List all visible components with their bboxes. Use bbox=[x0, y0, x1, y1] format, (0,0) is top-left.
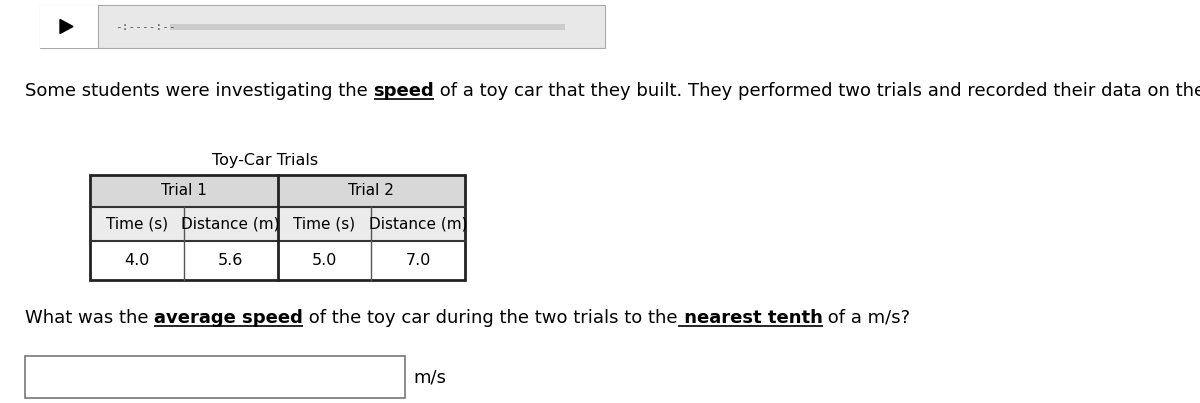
Text: nearest tenth: nearest tenth bbox=[678, 309, 822, 327]
Text: 5.6: 5.6 bbox=[218, 253, 244, 268]
Text: Time (s): Time (s) bbox=[106, 216, 168, 231]
Bar bbox=[90, 175, 466, 280]
Bar bbox=[90, 206, 466, 241]
Text: Toy-Car Trials: Toy-Car Trials bbox=[212, 152, 318, 168]
Bar bbox=[170, 23, 565, 29]
Text: What was the: What was the bbox=[25, 309, 155, 327]
Text: 5.0: 5.0 bbox=[312, 253, 337, 268]
Text: of the toy car during the two trials to the: of the toy car during the two trials to … bbox=[304, 309, 678, 327]
Text: -:----:--: -:----:-- bbox=[115, 21, 175, 31]
Bar bbox=[25, 356, 406, 398]
Bar bbox=[90, 175, 466, 206]
Text: speed: speed bbox=[373, 82, 434, 100]
Bar bbox=[40, 5, 605, 48]
Text: Distance (m): Distance (m) bbox=[368, 216, 467, 231]
Text: 4.0: 4.0 bbox=[124, 253, 150, 268]
Polygon shape bbox=[60, 19, 73, 33]
Text: of a toy car that they built. They performed two trials and recorded their data : of a toy car that they built. They perfo… bbox=[434, 82, 1200, 100]
Text: 7.0: 7.0 bbox=[406, 253, 431, 268]
Text: Trial 1: Trial 1 bbox=[161, 183, 206, 198]
Text: Time (s): Time (s) bbox=[293, 216, 355, 231]
Bar bbox=[90, 175, 466, 280]
Text: of a m/s?: of a m/s? bbox=[822, 309, 911, 327]
Text: Distance (m): Distance (m) bbox=[181, 216, 280, 231]
Polygon shape bbox=[60, 19, 73, 33]
Text: Some students were investigating the: Some students were investigating the bbox=[25, 82, 373, 100]
Text: Trial 2: Trial 2 bbox=[348, 183, 394, 198]
Bar bbox=[40, 5, 98, 48]
Text: m/s: m/s bbox=[413, 368, 446, 386]
Text: average speed: average speed bbox=[155, 309, 304, 327]
